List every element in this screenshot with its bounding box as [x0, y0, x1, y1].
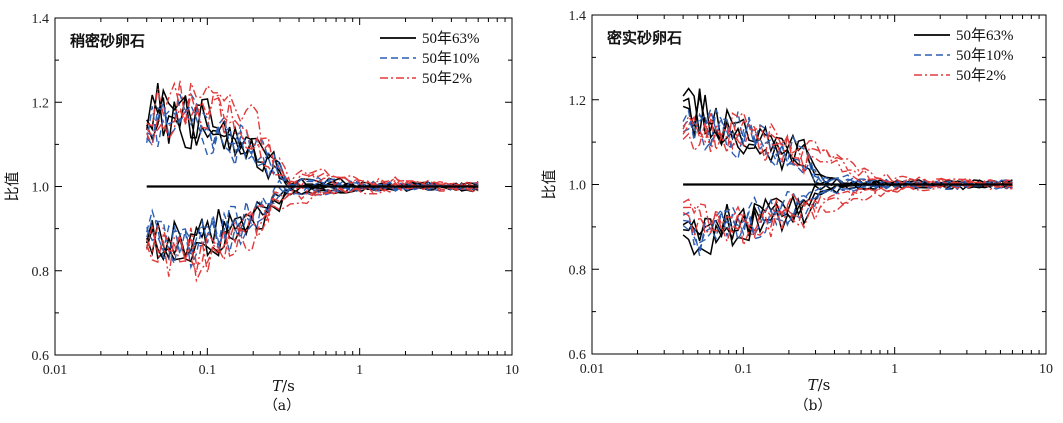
series-2-upper-line-2 [682, 114, 1013, 188]
series-0-lower-line-0 [682, 181, 1013, 257]
series-1-lower-line-2 [146, 178, 479, 257]
legend-label-0: 50年63% [422, 30, 480, 47]
series-1-upper-line-2 [146, 92, 479, 189]
series-2-lower-line-2 [682, 179, 1013, 234]
series-2-lower-line-1 [683, 180, 1013, 244]
legend-label-2: 50年2% [422, 70, 472, 87]
panel-caption: （b） [795, 398, 832, 414]
x-tick-label: 0.1 [199, 363, 217, 378]
x-tick-label: 0.01 [43, 363, 68, 378]
series-2-upper-line-0 [146, 93, 479, 192]
y-tick-label: 1.4 [32, 12, 50, 27]
x-tick-label: 1 [891, 362, 898, 377]
curves [682, 87, 1013, 257]
panel-title: 稍密砂卵石 [70, 32, 145, 50]
legend-label-0: 50年63% [956, 27, 1014, 44]
series-2-lower-line-2 [146, 181, 479, 266]
panel-title: 密实砂卵石 [607, 29, 682, 47]
x-tick-label: 10 [1039, 362, 1053, 377]
series-2-upper-line-2 [146, 81, 479, 189]
series-0-lower-line-1 [683, 180, 1013, 245]
series-1-lower-line-1 [682, 180, 1013, 252]
y-tick-label: 0.8 [32, 265, 50, 280]
y-tick-label: 0.6 [569, 348, 587, 363]
x-tick-label: 1 [356, 363, 363, 378]
series-1-upper-line-2 [682, 107, 1013, 187]
y-tick-label: 0.6 [32, 349, 50, 364]
y-tick-label: 1.2 [32, 96, 50, 111]
series-2-lower-line-1 [146, 183, 479, 276]
x-tick-label: 0.1 [735, 362, 753, 377]
series-2-lower-line-0 [146, 183, 479, 283]
x-axis-label: T/s [272, 377, 295, 395]
x-tick-label: 10 [505, 363, 519, 378]
y-tick-label: 1.2 [569, 94, 587, 109]
x-tick-label: 0.01 [580, 362, 605, 377]
y-tick-label: 1.0 [569, 179, 587, 194]
y-axis-label: 比值 [540, 169, 558, 199]
panel-b: 0.01 0.1 1 10 0.6 0.8 1.0 1.2 1.4 比值 T/s （b） 密实砂卵石 50… [540, 9, 1053, 414]
y-axis-label: 比值 [3, 171, 21, 201]
series-1-upper-line-0 [146, 103, 479, 192]
y-tick-label: 0.8 [569, 263, 587, 278]
series-1-lower-line-0 [146, 184, 479, 270]
series-2-lower-line-0 [682, 182, 1013, 248]
panel-caption: （a） [264, 398, 300, 414]
legend-label-2: 50年2% [956, 67, 1006, 84]
y-tick-label: 1.0 [32, 181, 50, 196]
legend: 50年63% 50年10% 50年2% [914, 27, 1014, 84]
legend: 50年63% 50年10% 50年2% [380, 30, 480, 87]
y-tick-label: 1.4 [569, 9, 587, 24]
series-0-lower-line-0 [145, 184, 479, 263]
legend-label-1: 50年10% [956, 47, 1014, 64]
x-axis-label: T/s [808, 376, 831, 394]
curves [145, 80, 479, 283]
series-1-upper-line-0 [682, 119, 1013, 191]
panel-a: 0.01 0.1 1 10 0.6 0.8 1.0 1.2 1.4 比值 T/s （a） 稍密砂卵石 50… [3, 12, 519, 414]
legend-label-1: 50年10% [422, 50, 480, 67]
